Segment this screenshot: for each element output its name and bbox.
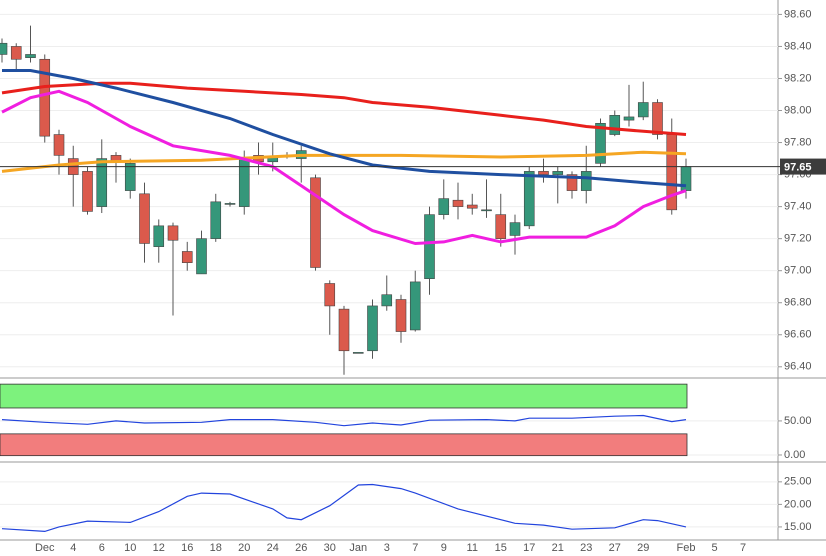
candle-body (82, 171, 93, 212)
candle-body (96, 158, 108, 207)
line-series (1, 81, 687, 136)
candle-body (509, 222, 521, 236)
candle-body (566, 174, 578, 191)
y-tick-label: 96.40 (784, 361, 812, 373)
line-series (1, 414, 687, 427)
candle-body (10, 46, 22, 60)
y-tick-label: 20.00 (784, 498, 812, 510)
zone-band (0, 383, 688, 409)
x-tick-label: 15 (495, 542, 507, 554)
x-tick-label: 12 (153, 542, 165, 554)
candle-body (124, 163, 136, 191)
candle-body (623, 116, 635, 121)
x-tick-label: 11 (467, 542, 478, 554)
y-tick-label: 96.60 (784, 329, 812, 341)
candle-body (424, 214, 435, 279)
x-tick-label: 17 (523, 542, 535, 554)
x-tick-label: 9 (441, 542, 447, 554)
y-tick-label: 97.40 (784, 201, 812, 213)
candle-body (167, 225, 179, 241)
x-tick-label: Jan (349, 542, 367, 554)
current-price-label: 97.65 (784, 161, 812, 173)
candle-body (652, 102, 663, 135)
x-tick-label: 20 (238, 542, 250, 554)
candle-body (238, 158, 250, 207)
candle-body (310, 177, 321, 268)
x-tick-label: 7 (412, 542, 418, 554)
y-tick-label: 15.00 (784, 521, 812, 533)
candle-body (580, 171, 592, 191)
candle-body (409, 281, 421, 331)
candle-body (495, 214, 507, 239)
line-series (1, 483, 687, 533)
y-tick-label: 96.80 (784, 297, 812, 309)
candle-body (0, 42, 8, 55)
candle-body (395, 299, 407, 332)
candle-body (367, 305, 378, 352)
candle-body (39, 58, 51, 137)
y-tick-label: 97.80 (784, 136, 812, 148)
candle-body (381, 294, 393, 307)
line-series (2, 69, 687, 188)
y-tick-label: 98.60 (784, 8, 812, 20)
x-tick-label: 26 (295, 542, 307, 554)
candle-body (53, 134, 65, 156)
candle-body (153, 225, 165, 247)
candle-body (637, 102, 649, 118)
candle-body (196, 238, 207, 275)
candle-body (466, 204, 478, 209)
x-tick-label: 30 (324, 542, 336, 554)
candle-body (139, 193, 150, 244)
candle-body (25, 54, 36, 58)
candle-body (609, 115, 621, 135)
zone-band (0, 433, 688, 457)
current-price-box (780, 158, 826, 175)
candle-body (481, 209, 492, 212)
x-tick-label: Feb (677, 542, 696, 554)
line-series (1, 150, 687, 173)
x-tick-label: 29 (637, 542, 649, 554)
candle-body (438, 198, 450, 215)
x-tick-label: 24 (267, 542, 279, 554)
candle-body (666, 134, 678, 211)
candle-body (210, 201, 222, 239)
candle-body (181, 251, 193, 263)
y-tick-label: 98.00 (784, 104, 812, 116)
candle-body (224, 203, 236, 205)
x-tick-label: Dec (35, 542, 55, 554)
x-tick-label: 6 (99, 542, 105, 554)
y-tick-label: 0.00 (784, 449, 805, 461)
x-tick-label: 27 (609, 542, 621, 554)
y-tick-label: 98.40 (784, 40, 812, 52)
y-tick-label: 97.00 (784, 265, 812, 277)
x-tick-label: 16 (181, 542, 193, 554)
x-tick-label: 7 (740, 542, 746, 554)
line-series (1, 89, 687, 246)
candle-body (595, 123, 606, 164)
candle-body (538, 171, 549, 175)
candle-body (452, 199, 464, 207)
candle-body (552, 171, 564, 175)
y-tick-label: 50.00 (784, 415, 812, 427)
x-tick-label: 5 (711, 542, 717, 554)
y-tick-label: 25.00 (784, 476, 812, 488)
x-tick-label: 4 (70, 542, 76, 554)
x-tick-label: 21 (552, 542, 564, 554)
candle-body (352, 352, 364, 354)
y-tick-label: 98.20 (784, 72, 812, 84)
x-tick-label: 3 (384, 542, 390, 554)
x-tick-label: 10 (124, 542, 136, 554)
y-tick-label: 97.20 (784, 233, 812, 245)
x-tick-label: 18 (210, 542, 222, 554)
candle-body (324, 283, 336, 307)
candle-body (338, 308, 350, 352)
x-tick-label: 23 (580, 542, 592, 554)
candle-body (523, 171, 535, 227)
